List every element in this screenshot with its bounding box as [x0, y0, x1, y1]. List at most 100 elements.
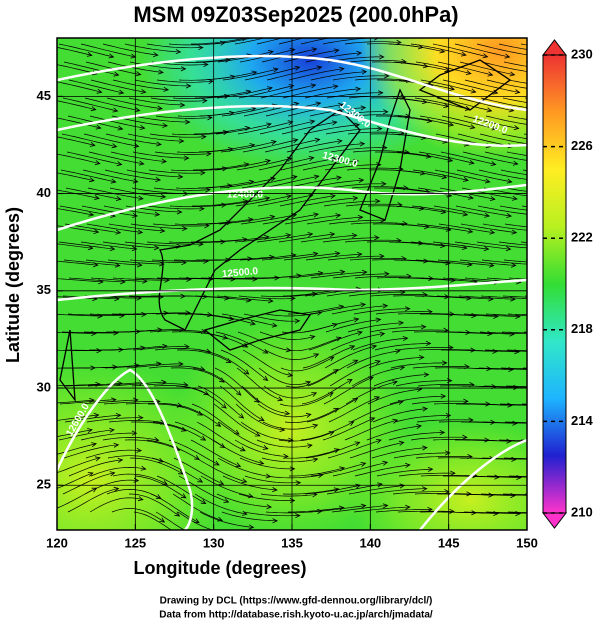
streamline	[103, 205, 160, 215]
streamline	[57, 208, 94, 216]
stream-arrow	[289, 498, 296, 504]
streamline	[90, 79, 146, 93]
streamline	[302, 160, 359, 171]
streamline	[127, 133, 184, 142]
streamline	[284, 214, 341, 225]
streamline	[212, 38, 253, 45]
stream-arrow	[396, 39, 402, 45]
streamline	[280, 356, 334, 372]
streamline	[259, 331, 315, 340]
stream-arrow	[392, 418, 399, 424]
streamline	[259, 120, 315, 135]
stream-arrow	[131, 246, 138, 252]
stream-arrow	[272, 518, 279, 524]
streamline	[352, 337, 408, 351]
stream-arrow	[575, 366, 580, 370]
stream-arrow	[535, 195, 540, 199]
streamline	[288, 305, 344, 315]
stream-arrow	[197, 410, 203, 416]
stream-arrow	[336, 175, 342, 181]
streamline	[81, 205, 138, 217]
streamline	[504, 223, 527, 228]
contours	[57, 54, 527, 530]
stream-arrow	[351, 233, 358, 239]
streamline	[218, 421, 268, 450]
stream-arrow	[573, 207, 578, 211]
stream-arrow	[332, 84, 339, 90]
streamline	[155, 511, 185, 530]
coastline	[59, 59, 512, 403]
streamline	[131, 383, 188, 387]
stream-arrow	[307, 30, 312, 34]
streamline	[288, 68, 344, 81]
streamline	[200, 475, 253, 497]
stream-arrow	[207, 115, 213, 121]
stream-arrow	[487, 71, 494, 77]
streamline	[501, 331, 527, 334]
streamline	[288, 507, 344, 513]
streamline	[258, 367, 311, 386]
stream-arrow	[353, 317, 360, 323]
stream-arrow	[271, 322, 278, 328]
streamline	[437, 61, 493, 76]
streamline	[176, 349, 231, 363]
streamline	[279, 392, 334, 407]
stream-arrow	[185, 83, 192, 89]
stream-arrow	[161, 158, 167, 164]
stream-arrow	[576, 99, 581, 103]
streamline	[57, 225, 99, 233]
stream-arrow	[332, 369, 339, 375]
streamline	[354, 275, 411, 279]
stream-arrow	[582, 312, 587, 316]
streamline	[57, 414, 99, 421]
streamline	[57, 349, 101, 352]
streamline	[389, 395, 446, 405]
streamline	[502, 97, 527, 103]
streamline	[310, 71, 367, 81]
streamline	[197, 181, 254, 189]
stream-arrow	[375, 198, 381, 204]
stream-arrow	[377, 482, 384, 488]
streamline	[134, 79, 191, 87]
stream-arrow	[136, 262, 143, 268]
streamline	[169, 403, 221, 427]
streamline	[149, 133, 206, 138]
stream-arrow	[294, 318, 301, 324]
streamline	[81, 399, 138, 405]
streamline	[57, 81, 102, 93]
streamline	[391, 133, 448, 143]
streamline	[240, 214, 297, 225]
streamline	[195, 457, 247, 483]
streamline	[310, 462, 366, 477]
stream-arrow	[418, 355, 425, 361]
stream-arrow	[376, 439, 382, 444]
streamline	[306, 216, 363, 225]
stream-arrow	[573, 438, 578, 442]
streamline	[235, 403, 285, 431]
streamline	[374, 343, 431, 351]
stream-arrow	[226, 220, 232, 226]
streamline	[456, 367, 514, 370]
streamline	[376, 115, 432, 122]
streamline	[331, 111, 388, 117]
colorbar-label: 222	[571, 230, 593, 245]
stream-arrow	[315, 101, 322, 107]
streamline	[508, 277, 527, 280]
streamline	[388, 432, 445, 441]
stream-arrow	[489, 229, 496, 235]
stream-arrow	[288, 84, 295, 90]
stream-arrow	[91, 442, 97, 448]
stream-arrow	[371, 344, 378, 350]
streamline	[154, 151, 211, 155]
stream-arrow	[469, 124, 476, 130]
streamline	[151, 457, 203, 483]
colorbar-extend	[541, 39, 568, 56]
stream-arrow	[504, 53, 511, 59]
streamline	[57, 443, 97, 455]
stream-arrow	[333, 48, 340, 54]
y-tick-label: 40	[37, 185, 51, 200]
streamline	[84, 479, 139, 495]
stream-arrow	[135, 71, 142, 77]
stream-arrow	[94, 160, 101, 166]
